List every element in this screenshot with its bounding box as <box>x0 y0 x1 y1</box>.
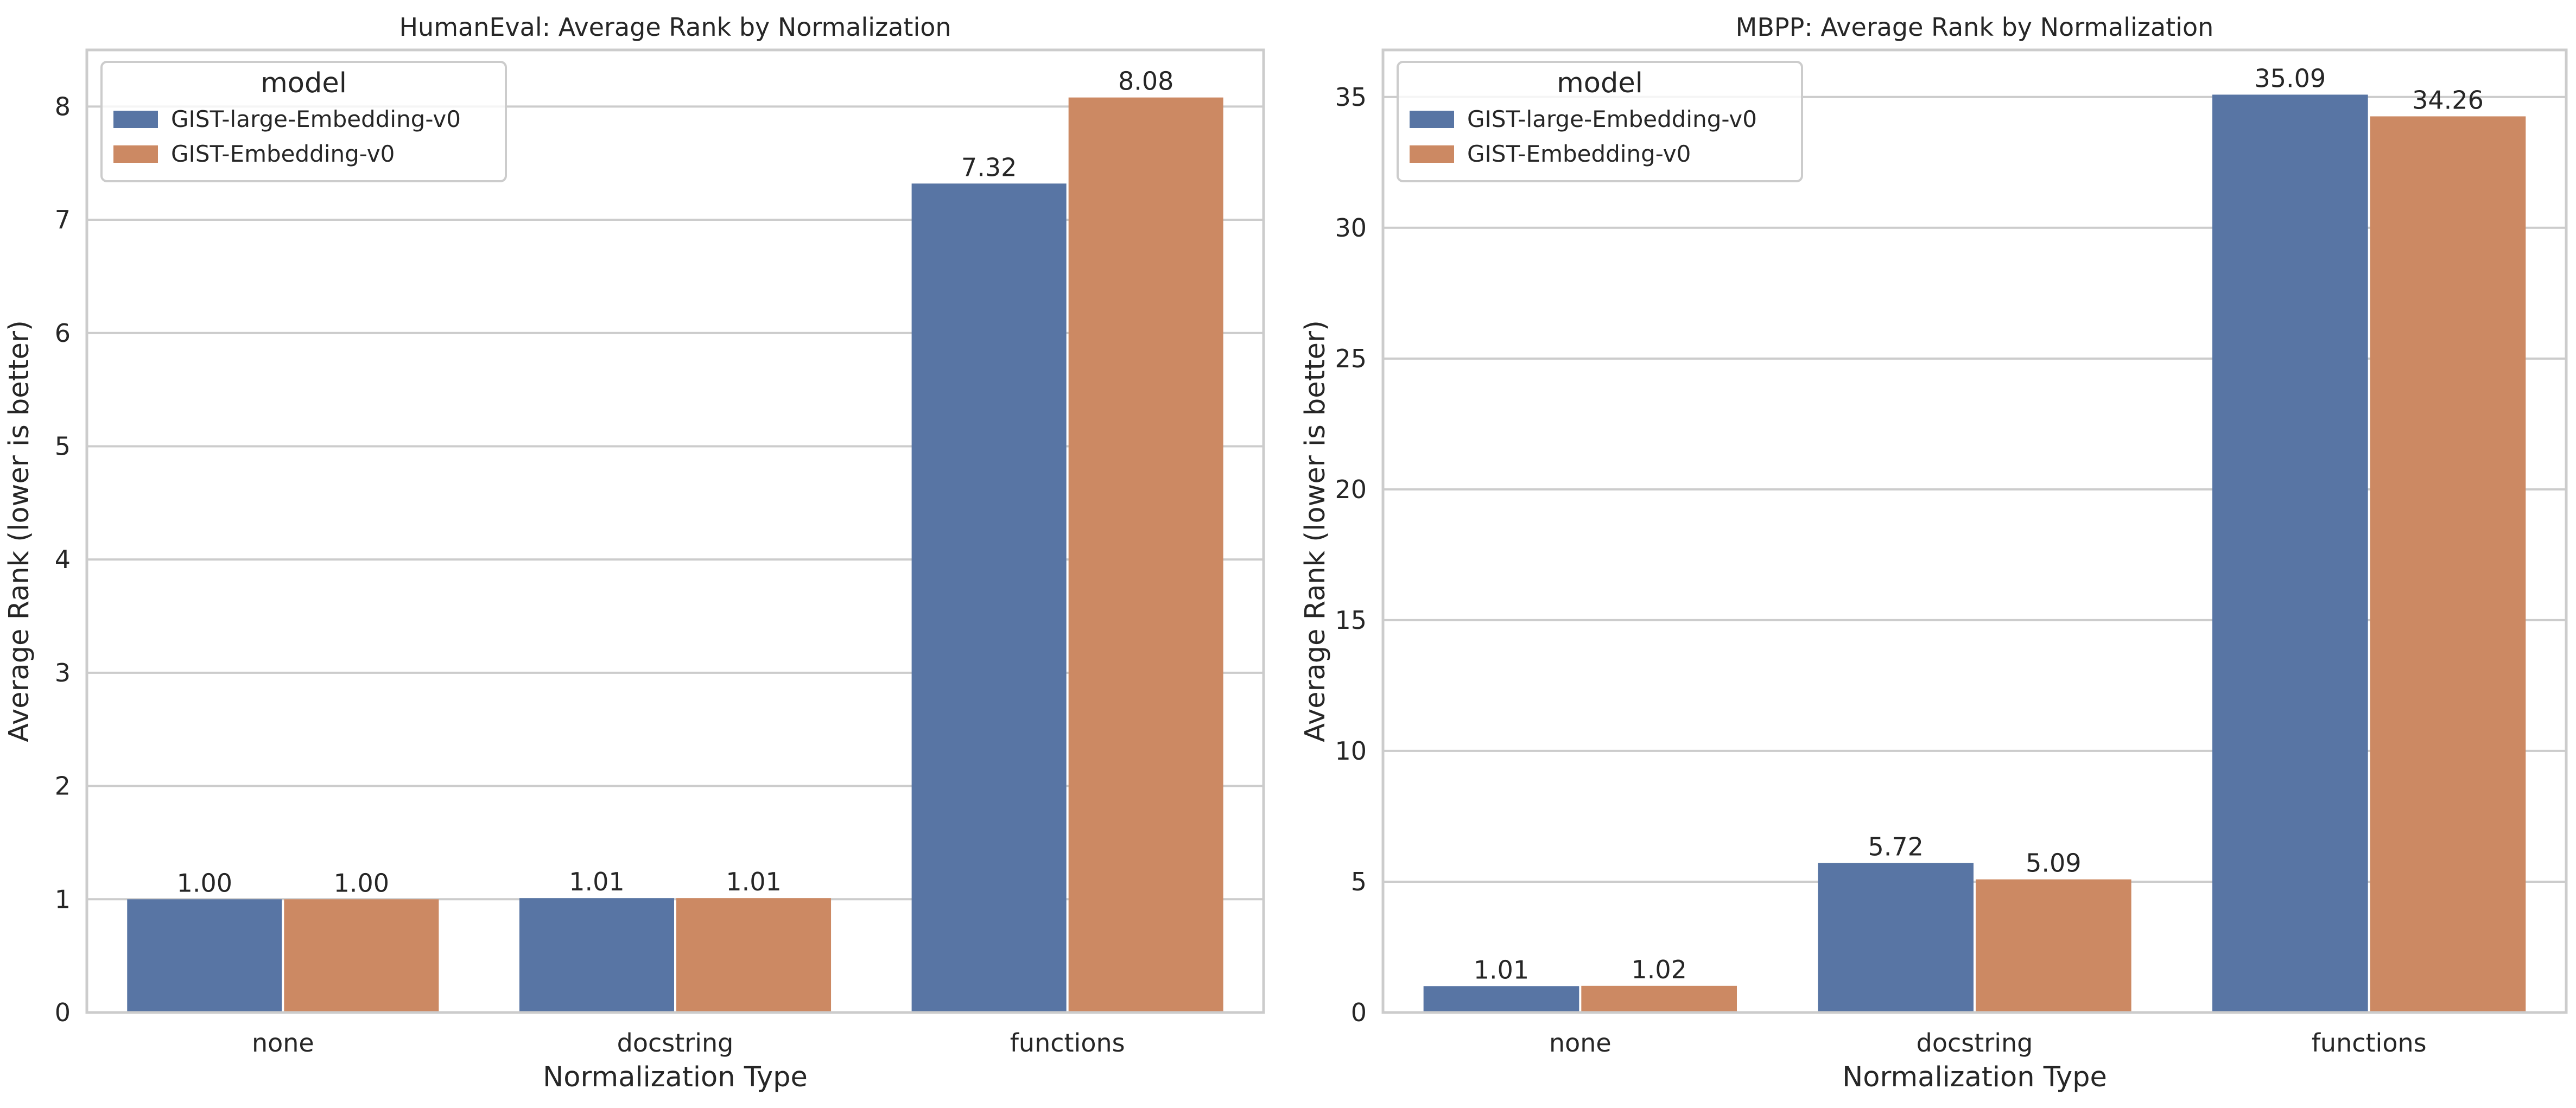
bar-gist-embedding-v0-none <box>284 899 439 1013</box>
x-tick-label: functions <box>1010 1028 1125 1058</box>
bar-value-label: 34.26 <box>2412 85 2484 114</box>
bar-gist-large-embedding-v0-functions <box>911 183 1067 1013</box>
bar-value-label: 5.72 <box>1868 832 1923 861</box>
legend-title: model <box>261 67 347 99</box>
y-tick-label: 5 <box>1351 867 1367 896</box>
bar-gist-embedding-v0-docstring <box>1976 879 2131 1013</box>
chart-panel-1: 0 5 10 15 20 25 30 35 1.01 1.02 none 5.72 5.09 docstr… <box>1299 12 2568 1093</box>
y-axis-label: Average Rank (lower is better) <box>3 320 35 742</box>
bar-gist-large-embedding-v0-docstring <box>519 898 674 1013</box>
legend-swatch <box>113 145 158 163</box>
bar-value-label: 7.32 <box>961 152 1017 182</box>
x-axis-label: Normalization Type <box>1842 1061 2107 1093</box>
bar-value-label: 1.01 <box>1474 955 1529 984</box>
y-tick-label: 35 <box>1335 82 1367 112</box>
y-tick-label: 25 <box>1335 344 1367 373</box>
x-axis-label: Normalization Type <box>543 1061 808 1093</box>
x-tick-label: docstring <box>1917 1028 2033 1058</box>
legend-entry: GIST-Embedding-v0 <box>1467 141 1691 167</box>
bar-gist-large-embedding-v0-none <box>1423 986 1579 1013</box>
y-axis-label: Average Rank (lower is better) <box>1299 320 1331 742</box>
legend-title: model <box>1557 67 1643 99</box>
bar-gist-large-embedding-v0-none <box>127 899 282 1013</box>
y-tick-label: 4 <box>55 545 71 574</box>
legend: model GIST-large-Embedding-v0 GIST-Embeddi… <box>1397 61 1803 182</box>
legend-swatch <box>1410 111 1454 128</box>
y-tick-label: 15 <box>1335 606 1367 635</box>
y-tick-label: 0 <box>55 998 71 1027</box>
bar-gist-embedding-v0-functions <box>1068 97 1223 1013</box>
y-tick-label: 7 <box>55 205 71 234</box>
legend-frame <box>100 61 507 182</box>
legend: model GIST-large-Embedding-v0 GIST-Embeddi… <box>100 61 507 182</box>
legend-entry: GIST-large-Embedding-v0 <box>171 106 461 132</box>
bar-value-label: 1.02 <box>1631 955 1686 984</box>
y-tick-label: 20 <box>1335 475 1367 504</box>
legend-swatch <box>1410 145 1454 163</box>
bar-gist-embedding-v0-functions <box>2370 116 2526 1013</box>
chart-title: HumanEval: Average Rank by Normalization <box>399 12 951 42</box>
y-tick-label: 2 <box>55 772 71 801</box>
legend-frame <box>1397 61 1803 182</box>
y-tick-label: 5 <box>55 431 71 461</box>
y-tick-label: 8 <box>55 92 71 121</box>
chart-panel-0: 0 1 2 3 4 5 6 7 8 1.00 1.00 none 1.01 1.01 docstring 7.… <box>3 12 1265 1093</box>
x-tick-label: functions <box>2312 1028 2427 1058</box>
bar-value-label: 1.00 <box>177 868 232 897</box>
legend-swatch <box>113 111 158 128</box>
y-tick-label: 6 <box>55 319 71 348</box>
y-tick-label: 10 <box>1335 736 1367 766</box>
legend-entry: GIST-Embedding-v0 <box>171 141 395 167</box>
plot-frame <box>85 48 1265 1014</box>
bar-gist-embedding-v0-none <box>1581 985 1737 1013</box>
y-tick-label: 3 <box>55 658 71 687</box>
legend-entry: GIST-large-Embedding-v0 <box>1467 106 1757 132</box>
bar-value-label: 1.01 <box>569 867 624 896</box>
x-tick-label: docstring <box>617 1028 734 1058</box>
y-tick-label: 30 <box>1335 213 1367 243</box>
bar-gist-large-embedding-v0-functions <box>2212 94 2368 1013</box>
x-tick-label: none <box>1549 1028 1611 1058</box>
y-tick-label: 0 <box>1351 998 1367 1027</box>
bar-gist-embedding-v0-docstring <box>676 898 832 1013</box>
bar-value-label: 8.08 <box>1118 67 1173 96</box>
plot-frame <box>1381 48 2568 1014</box>
bar-value-label: 1.00 <box>334 868 389 897</box>
bar-value-label: 1.01 <box>726 867 781 896</box>
bar-value-label: 35.09 <box>2254 63 2326 93</box>
x-tick-label: none <box>252 1028 314 1058</box>
chart-title: MBPP: Average Rank by Normalization <box>1736 12 2214 42</box>
bar-value-label: 5.09 <box>2026 849 2081 878</box>
bar-gist-large-embedding-v0-docstring <box>1818 863 1974 1013</box>
y-tick-label: 1 <box>55 884 71 914</box>
